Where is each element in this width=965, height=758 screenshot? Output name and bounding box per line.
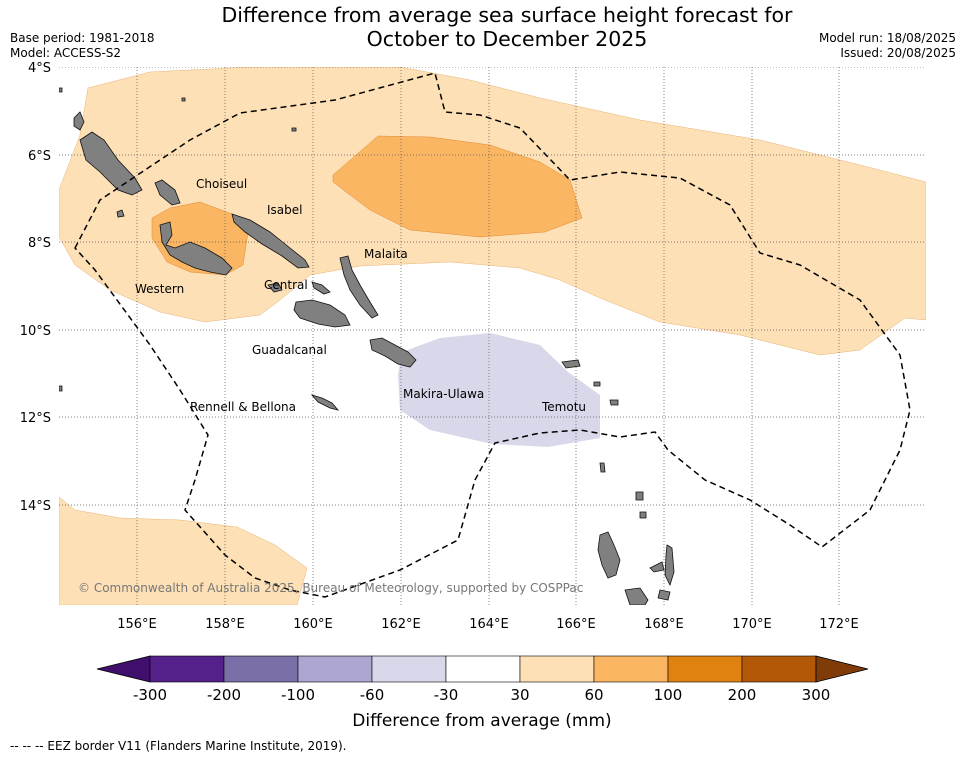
lon-label: 156°E <box>117 617 157 632</box>
title-line-2: October to December 2025 <box>366 27 648 51</box>
longitude-labels: 156°E 158°E 160°E 162°E 164°E 166°E 168°… <box>117 617 859 632</box>
lat-label: 6°S <box>28 149 51 164</box>
lat-label: 10°S <box>20 324 51 339</box>
label-central: Central <box>264 278 308 292</box>
island-small-6 <box>599 462 606 473</box>
islands <box>59 87 675 605</box>
island-makira <box>369 337 417 368</box>
lon-label: 170°E <box>732 617 772 632</box>
label-isabel: Isabel <box>267 203 302 217</box>
island-new-georgia <box>159 221 233 276</box>
lon-label: 164°E <box>469 617 509 632</box>
island-small-2 <box>181 97 186 102</box>
lon-label: 160°E <box>293 617 333 632</box>
colorbar-extend-low <box>96 655 151 683</box>
label-makira-ulawa: Makira-Ulawa <box>403 387 484 401</box>
lon-label: 166°E <box>556 617 596 632</box>
colorbar-segment <box>667 655 743 683</box>
island-central <box>267 282 283 293</box>
base-period: Base period: 1981-2018 <box>10 31 155 45</box>
island-small-3 <box>291 127 297 132</box>
lat-label: 4°S <box>28 61 51 76</box>
colorbar-tick-label: 30 <box>510 686 529 704</box>
island-utupua <box>609 399 619 406</box>
colorbar-tick-label: 200 <box>728 686 757 704</box>
label-western: Western <box>135 282 184 296</box>
island-vanuatu-6 <box>639 511 647 519</box>
lon-label: 158°E <box>205 617 245 632</box>
run-info: Model run: 18/08/2025 Issued: 20/08/2025 <box>819 31 956 61</box>
island-rennell <box>310 394 340 411</box>
colorbar-tick-label: -300 <box>133 686 167 704</box>
anomaly-30-60-southwest <box>59 496 308 605</box>
lat-label: 12°S <box>20 411 51 426</box>
island-malaita <box>339 255 379 319</box>
island-small-4 <box>59 87 63 93</box>
province-labels: Choiseul Isabel Malaita Western Central … <box>135 177 586 414</box>
island-small-1 <box>116 209 125 218</box>
colorbar-segment <box>149 655 225 683</box>
island-shortland <box>154 179 181 206</box>
island-isabel <box>231 213 310 269</box>
island-vanuatu-7 <box>657 589 671 601</box>
colorbar-segment <box>593 655 669 683</box>
colorbar-tick-label: 100 <box>654 686 683 704</box>
colorbar-tick-label: -60 <box>360 686 385 704</box>
colorbar-segment <box>445 655 521 683</box>
label-rennell-bellona: Rennell & Bellona <box>190 400 296 414</box>
latitude-labels: 4°S 6°S 8°S 10°S 12°S 14°S <box>20 61 51 514</box>
map-title: Difference from average sea surface heig… <box>0 3 965 51</box>
island-vanuatu-2 <box>624 587 649 605</box>
colorbar-segment <box>371 655 447 683</box>
title-line-1: Difference from average sea surface heig… <box>221 3 793 27</box>
label-guadalcanal: Guadalcanal <box>252 343 327 357</box>
colorbar: -300 -200 -100 -60 -30 30 60 100 200 300 <box>96 655 869 704</box>
island-vella <box>73 111 85 131</box>
model-run: Model run: 18/08/2025 <box>818 31 956 45</box>
colorbar-tick-label: -200 <box>207 686 241 704</box>
island-vanuatu-1 <box>597 531 621 579</box>
issued-date: Issued: 20/08/2025 <box>840 46 956 60</box>
colorbar-segment <box>519 655 595 683</box>
island-small-5 <box>59 385 63 392</box>
colorbar-title: Difference from average (mm) <box>352 711 611 731</box>
model-name: Model: ACCESS-S2 <box>10 46 122 60</box>
model-info: Base period: 1981-2018 Model: ACCESS-S2 <box>10 31 155 61</box>
lon-label: 172°E <box>819 617 859 632</box>
lat-label: 14°S <box>20 499 51 514</box>
lon-label: 162°E <box>381 617 421 632</box>
island-guadalcanal <box>293 299 351 328</box>
island-choiseul <box>79 131 143 196</box>
colorbar-segment <box>223 655 299 683</box>
lat-label: 8°S <box>28 236 51 251</box>
eez-border <box>74 72 911 598</box>
island-vanikoro <box>593 381 601 387</box>
copyright-text: © Commonwealth of Australia 2025, Bureau… <box>78 581 583 595</box>
gridlines <box>59 67 926 605</box>
island-vanuatu-5 <box>635 491 644 501</box>
island-temotu <box>561 359 581 369</box>
island-florida <box>311 281 331 295</box>
colorbar-tick-label: -30 <box>434 686 459 704</box>
anomaly-60-100-east <box>332 135 583 238</box>
island-vanuatu-3 <box>649 561 665 573</box>
label-malaita: Malaita <box>364 247 408 261</box>
colorbar-tick-label: 300 <box>802 686 831 704</box>
map-area <box>59 67 926 605</box>
colorbar-extend-high <box>815 655 869 683</box>
lon-label: 168°E <box>644 617 684 632</box>
island-vanuatu-4 <box>664 544 675 587</box>
colorbar-segment <box>741 655 817 683</box>
eez-footnote: -- -- -- EEZ border V11 (Flanders Marine… <box>10 739 347 753</box>
colorbar-segment <box>297 655 373 683</box>
colorbar-tick-label: 60 <box>584 686 603 704</box>
label-choiseul: Choiseul <box>196 177 247 191</box>
anomaly-neg30-neg60 <box>398 333 600 447</box>
colorbar-tick-label: -100 <box>281 686 315 704</box>
label-temotu: Temotu <box>541 400 586 414</box>
